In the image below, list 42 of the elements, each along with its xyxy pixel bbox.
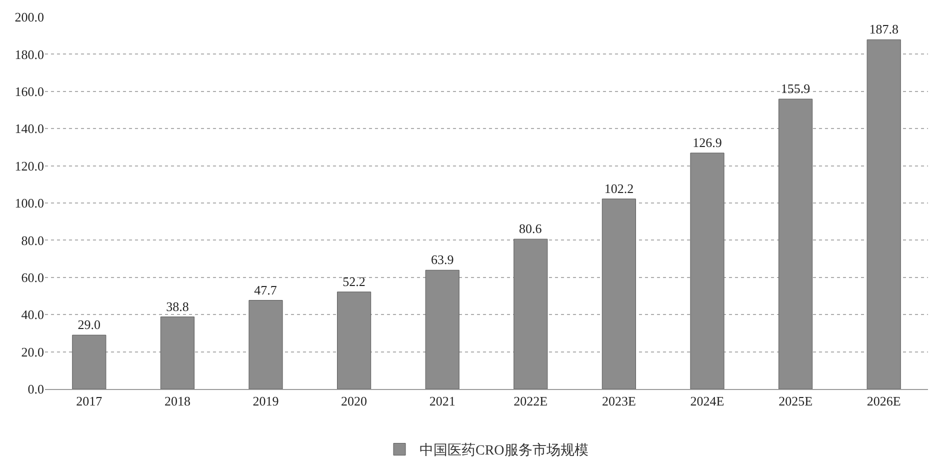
bar — [514, 238, 548, 389]
x-tick-label: 2020 — [341, 394, 368, 409]
legend-label: 中国医药CRO服务市场规模 — [420, 442, 588, 459]
x-tick-label: 2026E — [866, 394, 901, 409]
data-label: 52.2 — [342, 274, 366, 289]
data-label: 63.9 — [430, 252, 454, 268]
bar — [778, 98, 813, 389]
y-tick-label: 100.0 — [14, 196, 44, 211]
y-tick-label: 0.0 — [28, 382, 44, 397]
y-tick-label: 80.0 — [21, 232, 44, 248]
data-label: 187.8 — [869, 22, 898, 37]
y-tick-label: 200.0 — [14, 10, 44, 25]
data-label: 29.0 — [78, 317, 101, 332]
x-tick-label: 2023E — [602, 394, 636, 409]
y-tick-label: 140.0 — [14, 121, 44, 136]
x-tick-label: 2017 — [76, 394, 103, 409]
bar — [248, 300, 283, 389]
y-tick-label: 20.0 — [21, 344, 44, 360]
x-tick-label: 2021 — [429, 394, 456, 409]
bar — [72, 334, 106, 389]
data-label: 102.2 — [604, 180, 634, 196]
bar — [160, 316, 194, 389]
bar — [690, 152, 724, 389]
y-tick-label: 60.0 — [21, 270, 44, 285]
bar — [866, 39, 901, 389]
data-label: 47.7 — [254, 282, 278, 298]
bar — [337, 292, 372, 389]
data-label: 38.8 — [166, 298, 189, 314]
x-tick-label: 2025E — [778, 394, 813, 409]
y-tick-label: 40.0 — [21, 307, 44, 322]
x-tick-label: 2024E — [690, 394, 724, 409]
y-tick-label: 120.0 — [14, 158, 44, 174]
data-label: 80.6 — [519, 221, 542, 236]
bar — [425, 270, 460, 389]
data-label: 155.9 — [780, 81, 810, 96]
y-tick-label: 160.0 — [14, 84, 44, 99]
x-tick-label: 2022E — [514, 394, 548, 409]
y-tick-label: 180.0 — [14, 46, 44, 62]
x-tick-label: 2019 — [252, 394, 279, 409]
data-label: 126.9 — [692, 134, 722, 150]
bar — [602, 198, 636, 389]
x-tick-label: 2018 — [164, 394, 190, 409]
